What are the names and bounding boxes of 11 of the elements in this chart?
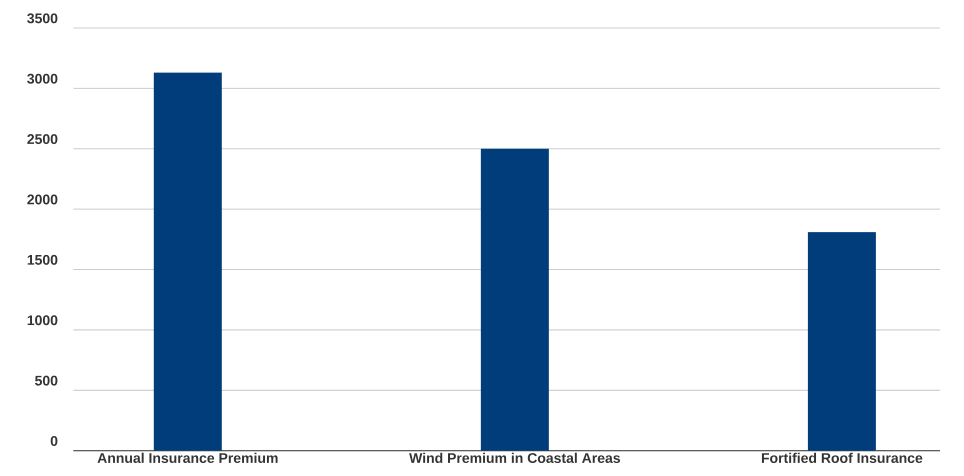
y-tick-label: 500 <box>35 376 58 386</box>
x-tick-label: Wind Premium in Coastal Areas <box>409 452 620 463</box>
x-tick-label: Fortified Roof Insurance <box>762 452 922 463</box>
y-tick-label: 2000 <box>27 194 58 204</box>
y-tick-label: 0 <box>50 436 58 446</box>
y-tick-label: 2500 <box>27 134 58 144</box>
y-tick-label: 1500 <box>28 254 58 265</box>
x-tick-label: Annual Insurance Premium <box>98 452 278 463</box>
y-tick-label: 1000 <box>28 315 58 326</box>
y-tick-label: 3000 <box>27 74 58 84</box>
y-tick-label: 3500 <box>27 13 58 24</box>
